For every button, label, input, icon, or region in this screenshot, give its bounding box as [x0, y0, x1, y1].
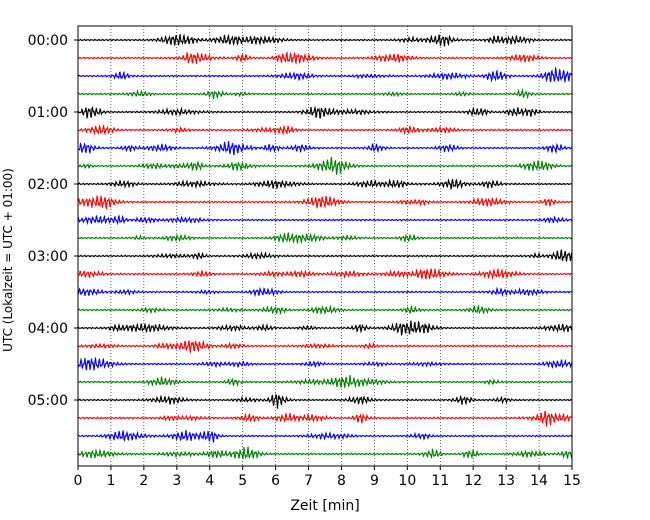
trace-line: [77, 33, 573, 47]
x-tick-label: 14: [530, 473, 548, 489]
x-tick-label: 15: [563, 473, 581, 489]
x-tick-label: 10: [398, 473, 416, 489]
trace-line: [77, 304, 573, 315]
y-tick-label: 05:00: [28, 393, 68, 409]
x-tick-label: 13: [497, 473, 515, 489]
trace-line: [77, 429, 573, 443]
trace-line: [77, 446, 573, 461]
x-tick-label: 1: [106, 473, 115, 489]
x-tick-label: 4: [205, 473, 214, 489]
trace-line: [77, 232, 573, 245]
x-tick-label: 2: [139, 473, 148, 489]
trace-line: [77, 339, 573, 354]
trace-line: [77, 156, 573, 175]
x-axis-label: Zeit [min]: [290, 498, 359, 514]
trace-line: [77, 249, 573, 262]
x-tick-label: 9: [370, 473, 379, 489]
y-tick-label: 04:00: [28, 321, 68, 337]
y-axis-label: UTC (Lokalzeit = UTC + 01:00): [1, 168, 15, 352]
x-tick-label: 0: [74, 473, 83, 489]
y-axis-ticks: 00:00 01:00 02:00 03:00 04:00 05:00: [28, 33, 78, 409]
x-tick-label: 8: [337, 473, 346, 489]
trace-line: [77, 357, 573, 371]
trace-line: [77, 320, 573, 337]
x-tick-label: 7: [304, 473, 313, 489]
x-tick-label: 3: [172, 473, 181, 489]
trace-line: [77, 51, 573, 65]
x-tick-label: 11: [431, 473, 449, 489]
y-tick-label: 00:00: [28, 33, 68, 49]
y-tick-label: 02:00: [28, 177, 68, 193]
trace-line: [77, 178, 573, 191]
y-tick-label: 01:00: [28, 105, 68, 121]
y-tick-label: 03:00: [28, 249, 68, 265]
trace-line: [77, 286, 573, 298]
trace-line: [77, 141, 573, 156]
x-axis-ticks: 0 1 2 3 4 5 6 7 8 9 10 11 12 13 14 15: [74, 466, 581, 489]
trace-line: [77, 124, 573, 136]
grid-lines: [110, 26, 540, 466]
trace-line: [77, 66, 573, 83]
plot-frame: [77, 25, 573, 467]
trace-line: [77, 393, 573, 409]
trace-line: [77, 105, 573, 120]
trace-line: [77, 268, 573, 280]
x-tick-label: 6: [271, 473, 280, 489]
x-tick-label: 5: [238, 473, 247, 489]
seismic-traces: [77, 33, 573, 461]
trace-line: [77, 194, 573, 210]
trace-line: [77, 87, 573, 100]
trace-line: [77, 375, 573, 389]
x-tick-label: 12: [464, 473, 482, 489]
trace-line: [77, 214, 573, 226]
trace-line: [77, 410, 573, 427]
